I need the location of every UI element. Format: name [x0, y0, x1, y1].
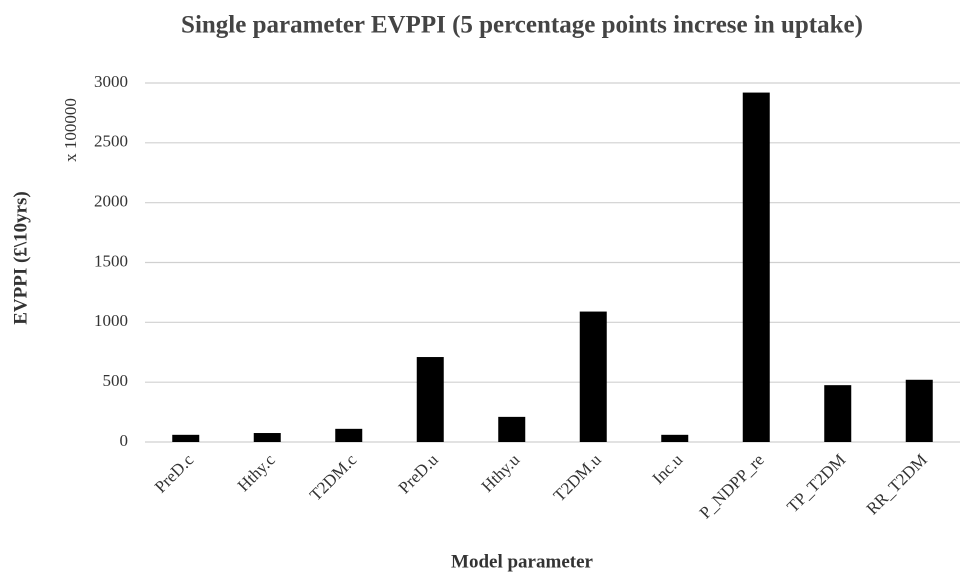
y-tick-label: 0 [120, 431, 129, 450]
bar [498, 416, 526, 442]
x-tick-label: T2DM.u [550, 450, 606, 506]
y-tick-label: 1500 [94, 251, 128, 270]
y-tick-label: 2500 [94, 132, 128, 151]
bar [579, 311, 607, 442]
y-axis-label: EVPPI (£\10yrs) [10, 191, 31, 325]
bar [661, 434, 689, 442]
x-tick-label: PreD.u [395, 450, 443, 498]
x-tick-label: TP_T2DM [783, 450, 849, 516]
x-tick-label: PreD.c [151, 450, 198, 497]
bar [253, 433, 281, 442]
x-tick-label: P_NDPP_re [696, 450, 768, 522]
bar [742, 92, 770, 442]
y-tick-label: 1000 [94, 311, 128, 330]
x-tick-label: RR_T2DM [863, 450, 931, 518]
bar [824, 385, 852, 442]
y-tick-label: 500 [103, 371, 129, 390]
x-tick-label: Hthy.u [478, 450, 524, 496]
x-tick-label: Hthy.c [234, 450, 279, 495]
y-multiplier: x 100000 [61, 98, 80, 162]
bar [905, 379, 933, 442]
chart-title: Single parameter EVPPI (5 percentage poi… [181, 12, 863, 39]
bar [335, 428, 363, 442]
x-axis-label: Model parameter [451, 551, 593, 572]
y-tick-label: 3000 [94, 72, 128, 91]
bar [172, 434, 200, 442]
y-tick-label: 2000 [94, 192, 128, 211]
x-tick-label: T2DM.c [306, 450, 361, 505]
x-tick-label: Inc.u [649, 450, 687, 488]
bar [416, 357, 444, 442]
